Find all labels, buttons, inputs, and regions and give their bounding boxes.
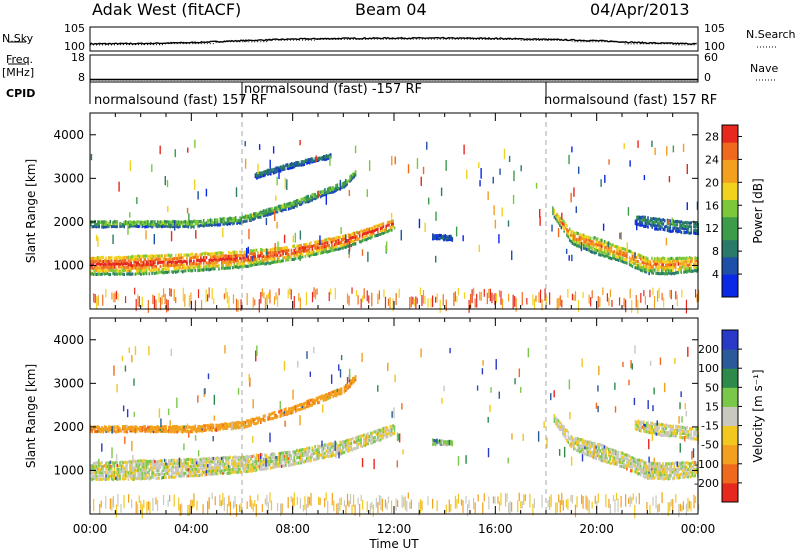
- rti-panel-1-cells: [90, 139, 700, 314]
- rti-panel-2-ytick-label-0: 1000: [53, 463, 84, 477]
- rti-panel-2-ytick-label-2: 3000: [53, 376, 84, 390]
- rti-panel-1-ytick-label-1: 2000: [53, 215, 84, 229]
- rti-panel-1-colorbar-tick-4: 20: [705, 176, 719, 189]
- rti-panel-1-ytick-label-2: 3000: [53, 171, 84, 185]
- rti-panel-1-colorbar-tick-0: 4: [712, 268, 719, 281]
- rti-panel-1-colorbar-tick-3: 16: [705, 199, 719, 212]
- nsearch-tick-top: 105: [704, 22, 725, 35]
- date-title: 04/Apr/2013: [590, 0, 690, 19]
- nsearch-label: N.Search: [746, 28, 796, 41]
- beam-title: Beam 04: [355, 0, 427, 19]
- rti-panel-2-colorbar: [722, 330, 738, 503]
- rti-panel-1-colorbar-tick-2: 12: [705, 222, 719, 235]
- rti-panel-2-ytick-label-3: 4000: [53, 333, 84, 347]
- nsearch-tick-bottom: 100: [704, 40, 725, 53]
- nsky-panel-frame: [89, 26, 699, 52]
- rti-panel-2-ytick-label-1: 2000: [53, 420, 84, 434]
- rti-panel-1-ytick-label-3: 4000: [53, 128, 84, 142]
- x-tick-label-0: 00:00: [73, 522, 108, 536]
- rti-panel-1-colorbar-tick-5: 24: [705, 153, 719, 166]
- nsky-tick-bottom: 100: [64, 40, 85, 53]
- rti-panel-2-ylabel: Slant Range [km]: [24, 364, 38, 468]
- freq-panel-frame: [89, 54, 699, 83]
- rti-panel-2-colorbar-tick-5: -50: [701, 439, 719, 452]
- freq-unit-label: [MHz]: [2, 66, 35, 79]
- rti-panel-1-frame: [89, 112, 699, 310]
- station-title: Adak West (fitACF): [92, 0, 242, 19]
- rti-panel-2-colorbar-tick-0: 200: [698, 343, 719, 356]
- nave-label: Nave: [750, 62, 779, 75]
- nsky-series-line: [89, 36, 697, 46]
- rti-panel-2-colorbar-tick-6: -100: [694, 458, 719, 471]
- rti-panel-1-ylabel: Slant Range [km]: [24, 159, 38, 263]
- cpid-segment-2: normalsound (fast) -157 RF: [244, 82, 422, 97]
- x-tick-label-1: 04:00: [174, 522, 209, 536]
- x-tick-label-6: 00:00: [681, 522, 716, 536]
- x-tick-label-2: 08:00: [275, 522, 310, 536]
- x-axis-label: Time UT: [368, 537, 419, 551]
- rti-panel-2-colorbar-label: Velocity [m s⁻¹]: [751, 369, 765, 462]
- rti-panel-1-ytick-label-0: 1000: [53, 258, 84, 272]
- rti-panel-1-colorbar-label: Power [dB]: [751, 178, 765, 243]
- cpid-label: CPID: [6, 87, 36, 100]
- rti-panel-1-colorbar-tick-6: 28: [705, 130, 719, 143]
- rti-panel-2-colorbar-tick-7: -200: [694, 477, 719, 490]
- freq-tick-bottom: 8: [78, 71, 85, 84]
- nave-tick-bottom: 0: [704, 71, 711, 84]
- rti-panel-1-colorbar-frame: [721, 124, 739, 298]
- rti-panel-1-colorbar: [722, 125, 738, 298]
- x-tick-label-4: 16:00: [478, 522, 513, 536]
- rti-panel-2-colorbar-tick-3: 15: [705, 400, 719, 413]
- rti-panel-1-colorbar-tick-1: 8: [712, 245, 719, 258]
- cpid-segment-1: normalsound (fast) 157 RF: [94, 93, 268, 108]
- x-tick-label-3: 12:00: [377, 522, 412, 536]
- rti-panel-2-cells: [90, 345, 700, 519]
- rti-panel-2-colorbar-tick-4: -15: [701, 420, 719, 433]
- x-tick-label-5: 20:00: [579, 522, 614, 536]
- rti-panel-2-colorbar-tick-2: 50: [705, 381, 719, 394]
- rti-panel-2-colorbar-frame: [721, 329, 739, 503]
- freq-tick-top: 18: [71, 51, 85, 64]
- freq-label: Freq.: [6, 53, 34, 66]
- nave-tick-top: 60: [704, 51, 718, 64]
- rti-panel-2-colorbar-tick-1: 100: [698, 362, 719, 375]
- nsky-tick-top: 105: [64, 22, 85, 35]
- nsearch-series-line: [90, 38, 695, 46]
- cpid-segment-3: normalsound (fast) 157 RF: [544, 93, 718, 108]
